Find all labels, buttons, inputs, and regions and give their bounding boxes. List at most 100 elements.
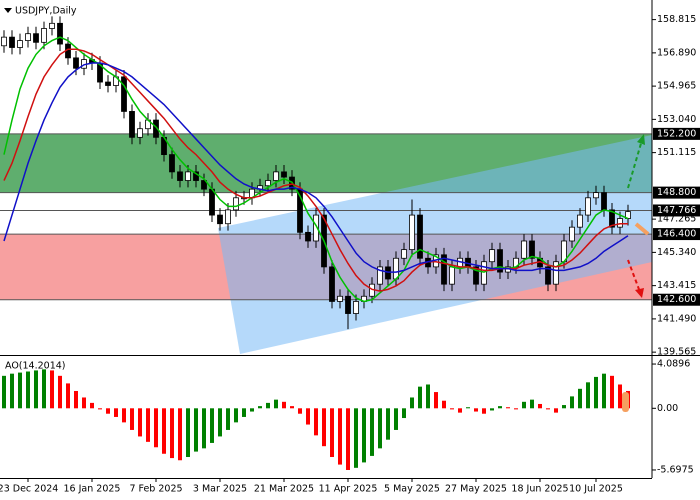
y-tick-label: 145.340 [657, 247, 696, 258]
oscillator-bar [122, 408, 126, 423]
y-tick-label: 4.0896 [657, 359, 690, 370]
oscillator-bar [282, 401, 286, 409]
candle-body [441, 254, 447, 285]
candle-body [17, 40, 23, 48]
y-tick-label: 153.040 [657, 114, 696, 125]
candle-body [25, 33, 31, 41]
oscillator-bar [594, 376, 598, 409]
oscillator-bar [226, 408, 230, 430]
oscillator-bar [274, 399, 278, 409]
oscillator-bar [218, 408, 222, 437]
indicator-title: AO(14.2014) [5, 361, 66, 372]
candle-body [481, 261, 487, 285]
oscillator-bar [114, 408, 118, 417]
oscillator-bar [450, 408, 454, 410]
oscillator-bar [442, 400, 446, 409]
oscillator-bar [530, 399, 534, 409]
candle-body [281, 171, 287, 178]
oscillator-bar [138, 408, 142, 437]
y-tick-label: 141.490 [657, 313, 696, 324]
oscillator-bar [410, 397, 414, 409]
oscillator-bar [250, 408, 254, 412]
oscillator-bar [354, 408, 358, 468]
y-tick-label: 143.415 [657, 280, 696, 291]
oscillator-bar [586, 382, 590, 409]
x-tick-label: 5 May 2025 [384, 484, 440, 495]
x-tick-label: 23 Dec 2024 [0, 484, 58, 495]
oscillator-bar [58, 375, 62, 409]
candle-body [153, 119, 159, 138]
x-tick-label: 7 Feb 2025 [129, 484, 182, 495]
oscillator-bar [570, 396, 574, 409]
oscillator-bar [554, 408, 558, 413]
oscillator-bar [498, 406, 502, 409]
oscillator-bar [34, 370, 38, 409]
candle-body [569, 226, 575, 242]
oscillator-bar [482, 408, 486, 414]
oscillator-bar [514, 408, 518, 410]
oscillator-bar [154, 408, 158, 448]
level-label: 148.800 [657, 187, 696, 198]
oscillator-bar [426, 384, 430, 409]
oscillator-bar [314, 408, 318, 436]
oscillator-bar [290, 406, 294, 409]
oscillator-bar [562, 405, 566, 409]
oscillator-bar [130, 408, 134, 430]
oscillator-bar [522, 401, 526, 409]
candle-body [609, 209, 615, 228]
candle-body [73, 57, 79, 69]
moving-average [3, 62, 629, 273]
oscillator-bar [202, 408, 206, 449]
oscillator-bar [402, 408, 406, 419]
candle-body [545, 266, 551, 285]
candle-body [521, 240, 527, 259]
oscillator-bar [170, 408, 174, 459]
level-label: 146.400 [657, 229, 696, 240]
candle-body [553, 261, 559, 285]
price-panel [0, 16, 652, 330]
oscillator-bar [178, 408, 182, 461]
menu-icon [4, 8, 12, 13]
candle-body [193, 171, 199, 181]
candle-body [529, 240, 535, 259]
candle-body [121, 76, 127, 112]
x-tick-label: 10 Jul 2025 [569, 484, 623, 495]
arrow-head [637, 134, 645, 145]
y-tick-label: 139.565 [657, 347, 696, 358]
level-label: 152.200 [657, 128, 696, 139]
candle-body [449, 266, 455, 285]
oscillator-bar [66, 383, 70, 409]
oscillator-bar [266, 402, 270, 409]
candle-body [129, 111, 135, 138]
moving-average [3, 36, 629, 303]
forecast-up-arrow [627, 139, 643, 189]
oscillator-bar [322, 408, 326, 447]
candle-body [473, 266, 479, 285]
level-box [653, 293, 700, 306]
candle-body [209, 188, 215, 216]
oscillator-bar [458, 408, 462, 413]
oscillator-bar [298, 408, 302, 414]
signal-arrow [634, 222, 650, 236]
oscillator-bar [146, 408, 150, 442]
oscillator-bar [42, 369, 46, 409]
oscillator-bar [74, 390, 78, 409]
oscillator-bar [434, 392, 438, 409]
candle-body [409, 214, 415, 251]
oscillator-bar [370, 408, 374, 456]
candle-body [217, 214, 223, 225]
oscillator-bar [242, 408, 246, 417]
candle-body [305, 231, 311, 242]
candle-body [265, 180, 271, 187]
oscillator-bar [362, 408, 366, 463]
candle-body [345, 295, 351, 314]
oscillator-bar [98, 408, 102, 410]
oscillator-bar [330, 408, 334, 458]
signal-marker [622, 392, 629, 412]
y-tick-label: -5.6975 [657, 464, 694, 475]
candle-body [593, 192, 599, 199]
candle-body [353, 301, 359, 314]
x-tick-label: 11 Apr 2025 [319, 484, 378, 495]
oscillator-bar [418, 386, 422, 409]
oscillator-bar [306, 408, 310, 425]
